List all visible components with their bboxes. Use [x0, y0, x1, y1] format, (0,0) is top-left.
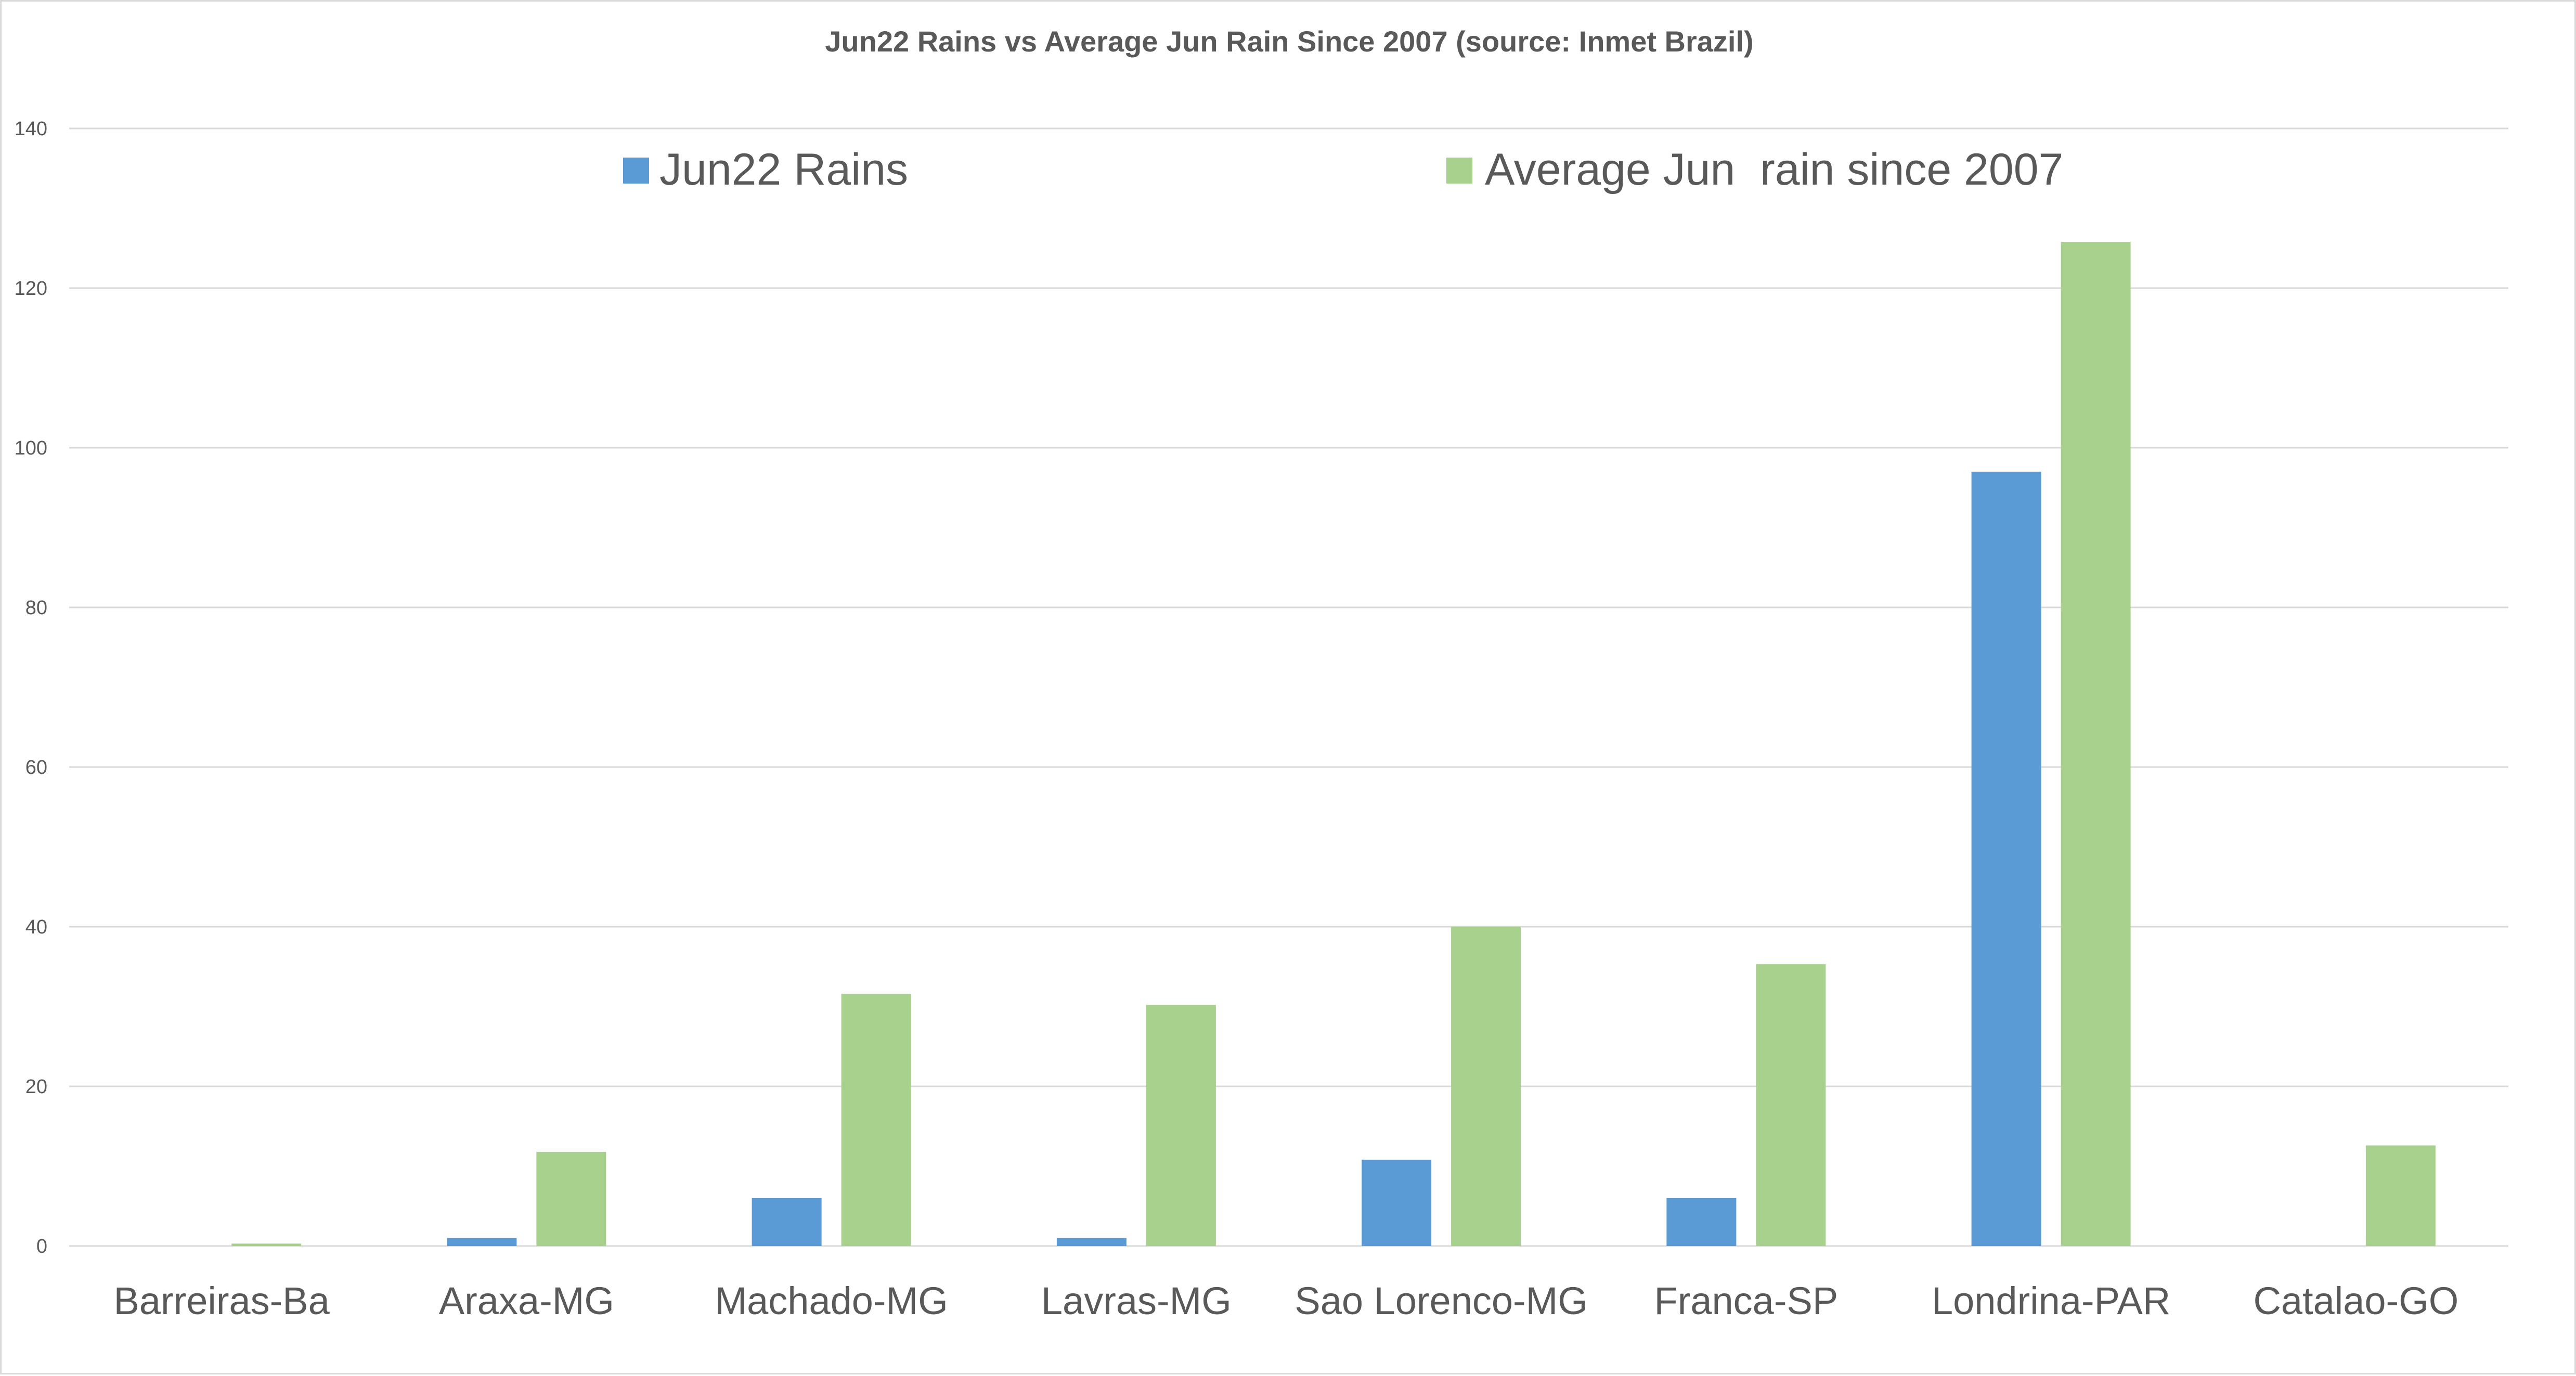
bar-average-jun-rain-sao-lorenco-mg: [1451, 927, 1521, 1246]
y-tick-label: 140: [15, 118, 47, 140]
chart-title: Jun22 Rains vs Average Jun Rain Since 20…: [825, 25, 1753, 58]
bar-jun22-rains-lavras-mg: [1056, 1238, 1127, 1246]
bar-jun22-rains-machado-mg: [752, 1198, 822, 1246]
bar-average-jun-rain-franca-sp: [1756, 964, 1826, 1246]
x-tick-label: Barreiras-Ba: [113, 1279, 330, 1322]
bar-average-jun-rain-araxa-mg: [536, 1151, 606, 1246]
bar-average-jun-rain-catalao-go: [2365, 1145, 2436, 1246]
bar-series: [231, 241, 2436, 1247]
y-tick-label: 0: [36, 1236, 47, 1257]
legend: Jun22 Rains Average Jun rain since 2007: [623, 145, 2063, 194]
y-tick-label: 100: [15, 437, 47, 459]
x-tick-label: Franca-SP: [1654, 1279, 1839, 1322]
x-tick-label: Sao Lorenco-MG: [1295, 1279, 1588, 1322]
bar-average-jun-rain-machado-mg: [841, 993, 911, 1246]
x-tick-label: Araxa-MG: [439, 1279, 614, 1322]
bar-jun22-rains-londrina-par: [1971, 472, 2041, 1246]
bar-average-jun-rain-lavras-mg: [1146, 1005, 1216, 1246]
bar-jun22-rains-franca-sp: [1666, 1198, 1737, 1246]
y-axis-tick-labels: 0 20 40 60 80 100 120 140: [15, 118, 47, 1257]
y-tick-label: 120: [15, 278, 47, 300]
y-tick-label: 40: [25, 916, 47, 938]
y-tick-label: 80: [25, 597, 47, 619]
x-tick-label: Catalao-GO: [2253, 1279, 2458, 1322]
y-tick-label: 20: [25, 1076, 47, 1098]
legend-label-average-jun-rain: Average Jun rain since 2007: [1485, 145, 2063, 194]
x-tick-label: Londrina-PAR: [1932, 1279, 2170, 1322]
gridlines: [69, 127, 2508, 1247]
x-axis-tick-labels: Barreiras-Ba Araxa-MG Machado-MG Lavras-MG S…: [113, 1279, 2458, 1322]
x-tick-label: Lavras-MG: [1041, 1279, 1232, 1322]
bar-average-jun-rain-londrina-par: [2061, 241, 2131, 1247]
bar-jun22-rains-sao-lorenco-mg: [1362, 1160, 1432, 1246]
legend-swatch-jun22-rains: [623, 158, 649, 184]
bar-jun22-rains-araxa-mg: [447, 1238, 517, 1246]
legend-label-jun22-rains: Jun22 Rains: [659, 145, 908, 194]
legend-swatch-average-jun-rain: [1446, 158, 1472, 184]
x-tick-label: Machado-MG: [715, 1279, 948, 1322]
y-tick-label: 60: [25, 757, 47, 778]
bar-average-jun-rain-barreiras-ba: [231, 1243, 302, 1246]
